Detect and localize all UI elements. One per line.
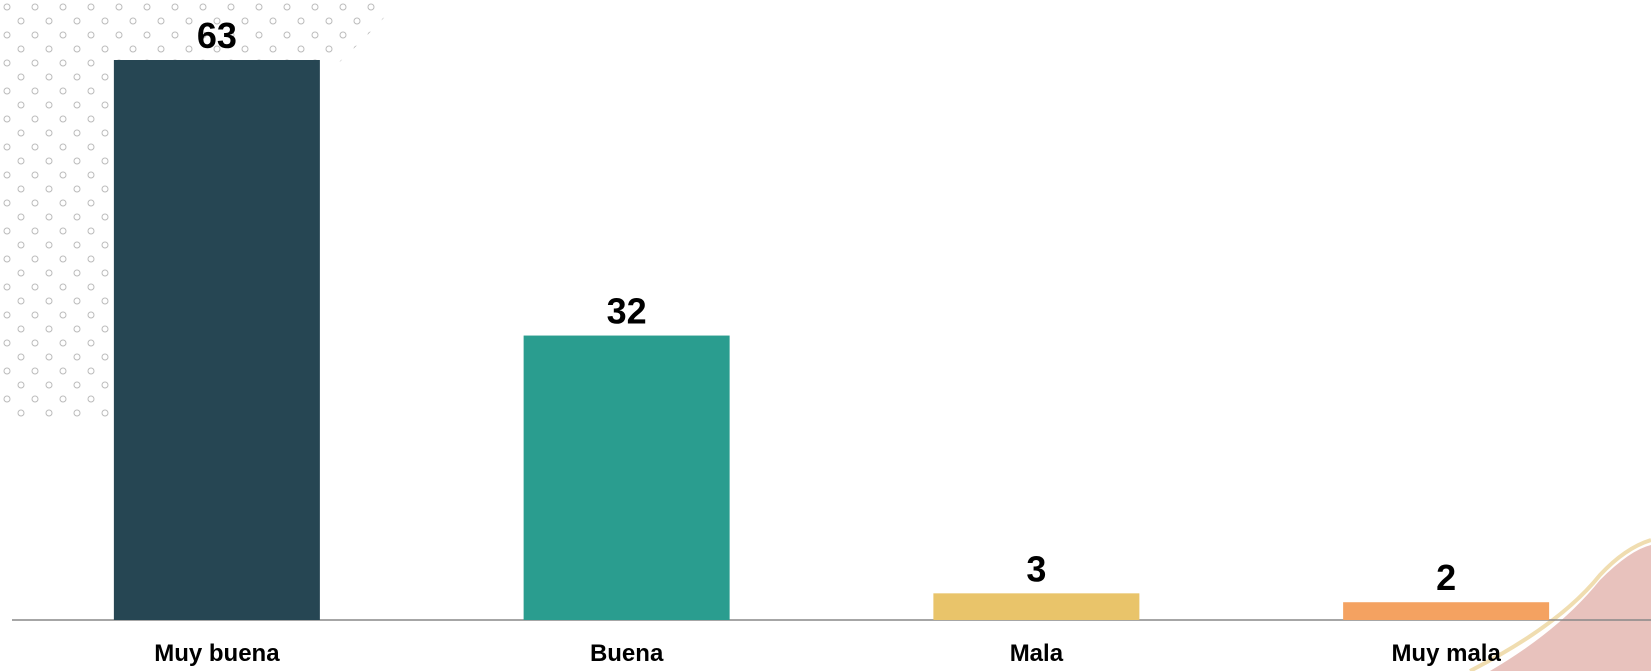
corner-decoration [1490,545,1651,671]
value-label: 32 [607,291,647,332]
value-label: 3 [1026,548,1046,589]
bar [1343,602,1550,620]
x-tick-label: Mala [1010,640,1064,667]
value-label: 63 [197,15,237,56]
bar [113,60,320,620]
value-label: 2 [1436,557,1456,598]
bar [523,335,730,620]
corner-stroke [1469,538,1651,671]
x-tick-label: Muy buena [154,640,280,667]
bar [933,593,1140,620]
x-tick-label: Buena [590,640,664,667]
dot-decoration [0,0,400,420]
x-tick-label: Muy mala [1391,640,1501,667]
